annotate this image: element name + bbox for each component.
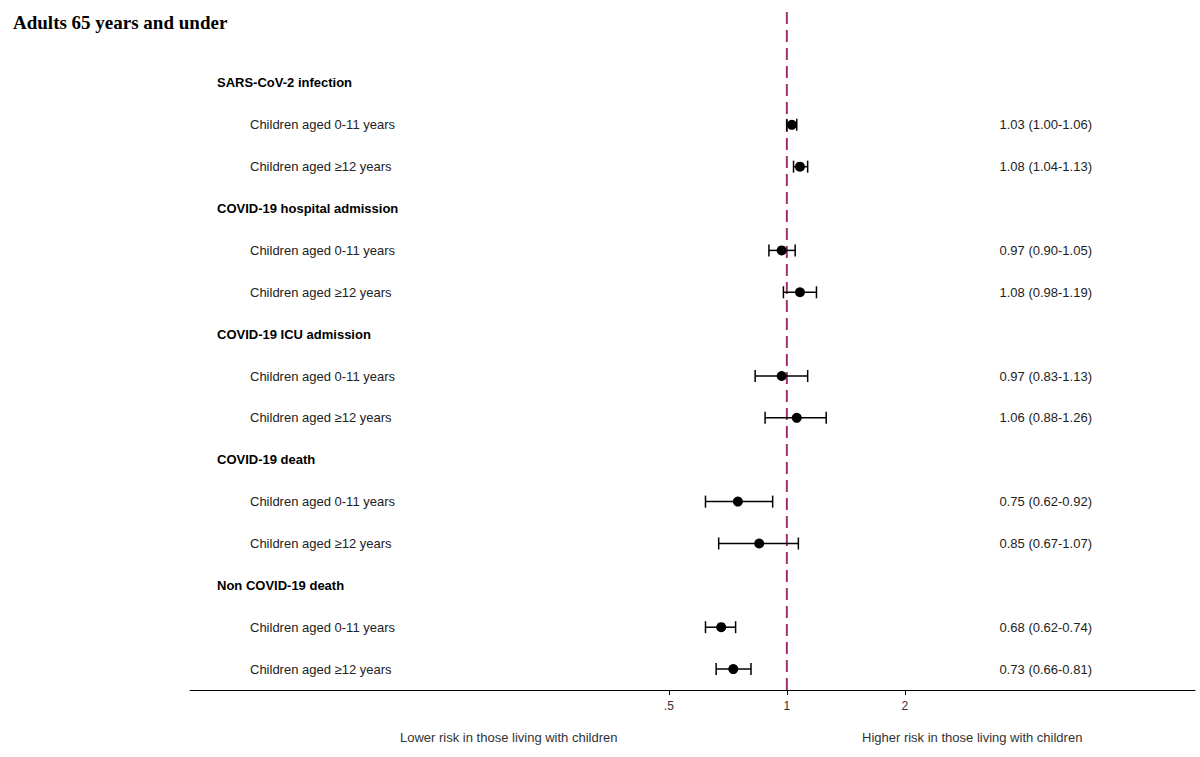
svg-text:Children aged 0-11 years: Children aged 0-11 years <box>250 243 396 258</box>
svg-text:SARS-CoV-2 infection: SARS-CoV-2 infection <box>217 75 352 90</box>
svg-text:1.06 (0.88-1.26): 1.06 (0.88-1.26) <box>999 410 1092 425</box>
svg-text:Non COVID-19 death: Non COVID-19 death <box>217 578 344 593</box>
svg-text:Children aged 0-11 years: Children aged 0-11 years <box>250 369 396 384</box>
svg-text:Children aged ≥12 years: Children aged ≥12 years <box>250 159 392 174</box>
svg-text:0.85 (0.67-1.07): 0.85 (0.67-1.07) <box>999 536 1092 551</box>
svg-text:Higher risk in those living wi: Higher risk in those living with childre… <box>862 730 1082 745</box>
svg-text:1.08 (1.04-1.13): 1.08 (1.04-1.13) <box>999 159 1092 174</box>
svg-text:Children aged ≥12 years: Children aged ≥12 years <box>250 410 392 425</box>
svg-text:Children aged ≥12 years: Children aged ≥12 years <box>250 536 392 551</box>
svg-text:COVID-19 death: COVID-19 death <box>217 452 315 467</box>
svg-text:Children aged 0-11 years: Children aged 0-11 years <box>250 494 396 509</box>
svg-text:COVID-19 ICU admission: COVID-19 ICU admission <box>217 327 371 342</box>
svg-text:1: 1 <box>784 699 791 713</box>
svg-text:0.97 (0.90-1.05): 0.97 (0.90-1.05) <box>999 243 1092 258</box>
svg-text:Children aged 0-11 years: Children aged 0-11 years <box>250 620 396 635</box>
svg-text:2: 2 <box>901 699 908 713</box>
svg-text:Children aged ≥12 years: Children aged ≥12 years <box>250 662 392 677</box>
svg-text:.5: .5 <box>664 699 674 713</box>
svg-text:0.68 (0.62-0.74): 0.68 (0.62-0.74) <box>999 620 1092 635</box>
svg-text:COVID-19 hospital admission: COVID-19 hospital admission <box>217 201 398 216</box>
svg-text:0.75 (0.62-0.92): 0.75 (0.62-0.92) <box>999 494 1092 509</box>
svg-text:Children aged ≥12 years: Children aged ≥12 years <box>250 285 392 300</box>
svg-text:Children aged 0-11 years: Children aged 0-11 years <box>250 117 396 132</box>
svg-text:0.73 (0.66-0.81): 0.73 (0.66-0.81) <box>999 662 1092 677</box>
svg-text:Adults 65 years and under: Adults 65 years and under <box>13 12 228 33</box>
svg-text:1.03 (1.00-1.06): 1.03 (1.00-1.06) <box>999 117 1092 132</box>
svg-text:Lower risk in those living wit: Lower risk in those living with children <box>400 730 617 745</box>
svg-text:1.08 (0.98-1.19): 1.08 (0.98-1.19) <box>999 285 1092 300</box>
svg-text:0.97 (0.83-1.13): 0.97 (0.83-1.13) <box>999 369 1092 384</box>
